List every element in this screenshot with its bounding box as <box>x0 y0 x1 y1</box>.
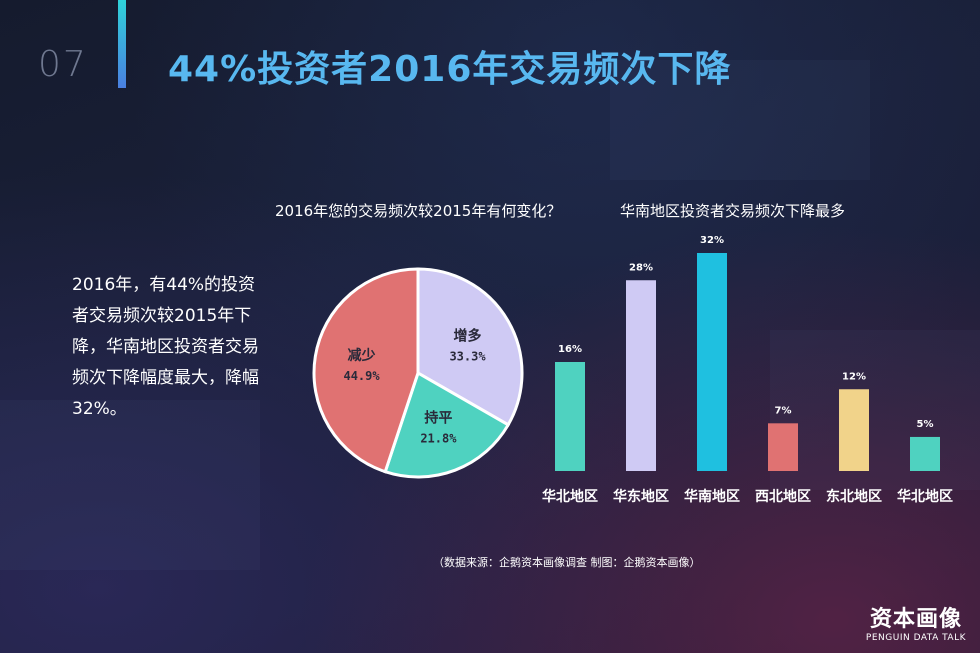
pie-chart: 增多 33.3% 持平 21.8% 减少 44.9% <box>312 267 524 479</box>
bar-value-label: 7% <box>775 405 792 416</box>
bar-value-label: 16% <box>558 344 582 355</box>
slide-number: 07 <box>38 44 88 85</box>
bar-category-label: 华北地区 <box>897 488 953 505</box>
bar <box>910 436 940 471</box>
bar-category-label: 东北地区 <box>826 488 882 505</box>
pie-slice-label: 减少 <box>348 347 376 364</box>
bar-value-label: 32% <box>700 235 724 246</box>
pie-slice-value: 21.8% <box>420 431 457 445</box>
title-accent-bar <box>118 0 126 88</box>
pie-slice <box>416 267 524 427</box>
pie-slice-value: 44.9% <box>343 369 380 383</box>
brand-logo: 资本画像 PENGUIN DATA TALK <box>866 601 966 643</box>
pie-slice <box>312 267 420 474</box>
bar-category-label: 华南地区 <box>684 488 740 505</box>
summary-text: 2016年，有44%的投资者交易频次较2015年下降，华南地区投资者交易频次下降… <box>72 275 259 419</box>
data-source-note: （数据来源：企鹅资本画像调查 制图：企鹅资本画像） <box>433 556 701 569</box>
pie-slice-value: 33.3% <box>449 349 486 363</box>
bar-value-label: 12% <box>842 371 866 382</box>
pie-slice-label: 持平 <box>424 409 452 426</box>
pie-slice <box>383 370 511 479</box>
bar-category-label: 华东地区 <box>613 488 669 505</box>
brand-name: 资本画像 <box>869 607 962 632</box>
bar <box>697 253 727 471</box>
bar-chart: 16% 华北地区 28% 华东地区 32% 华南地区 7% 西北地区 12% 东北地区 5% 华北地区 <box>542 235 953 505</box>
bar <box>839 389 869 471</box>
bar-chart-title: 华南地区投资者交易频次下降最多 <box>620 202 846 220</box>
pie-slice-label: 增多 <box>454 327 482 344</box>
bar-value-label: 5% <box>917 419 934 430</box>
bar <box>555 362 585 471</box>
bar-category-label: 华北地区 <box>542 488 598 505</box>
background-panel <box>0 400 260 570</box>
background-panel <box>610 60 870 180</box>
bar-value-label: 28% <box>629 262 653 273</box>
background-panel <box>770 330 980 490</box>
pie-chart-title: 2016年您的交易频次较2015年有何变化？ <box>275 202 562 220</box>
bar-category-label: 西北地区 <box>755 488 811 505</box>
bar <box>626 280 656 471</box>
bar <box>768 423 798 471</box>
brand-subtitle: PENGUIN DATA TALK <box>865 633 966 643</box>
page-title: 44%投资者2016年交易频次下降 <box>168 49 732 90</box>
